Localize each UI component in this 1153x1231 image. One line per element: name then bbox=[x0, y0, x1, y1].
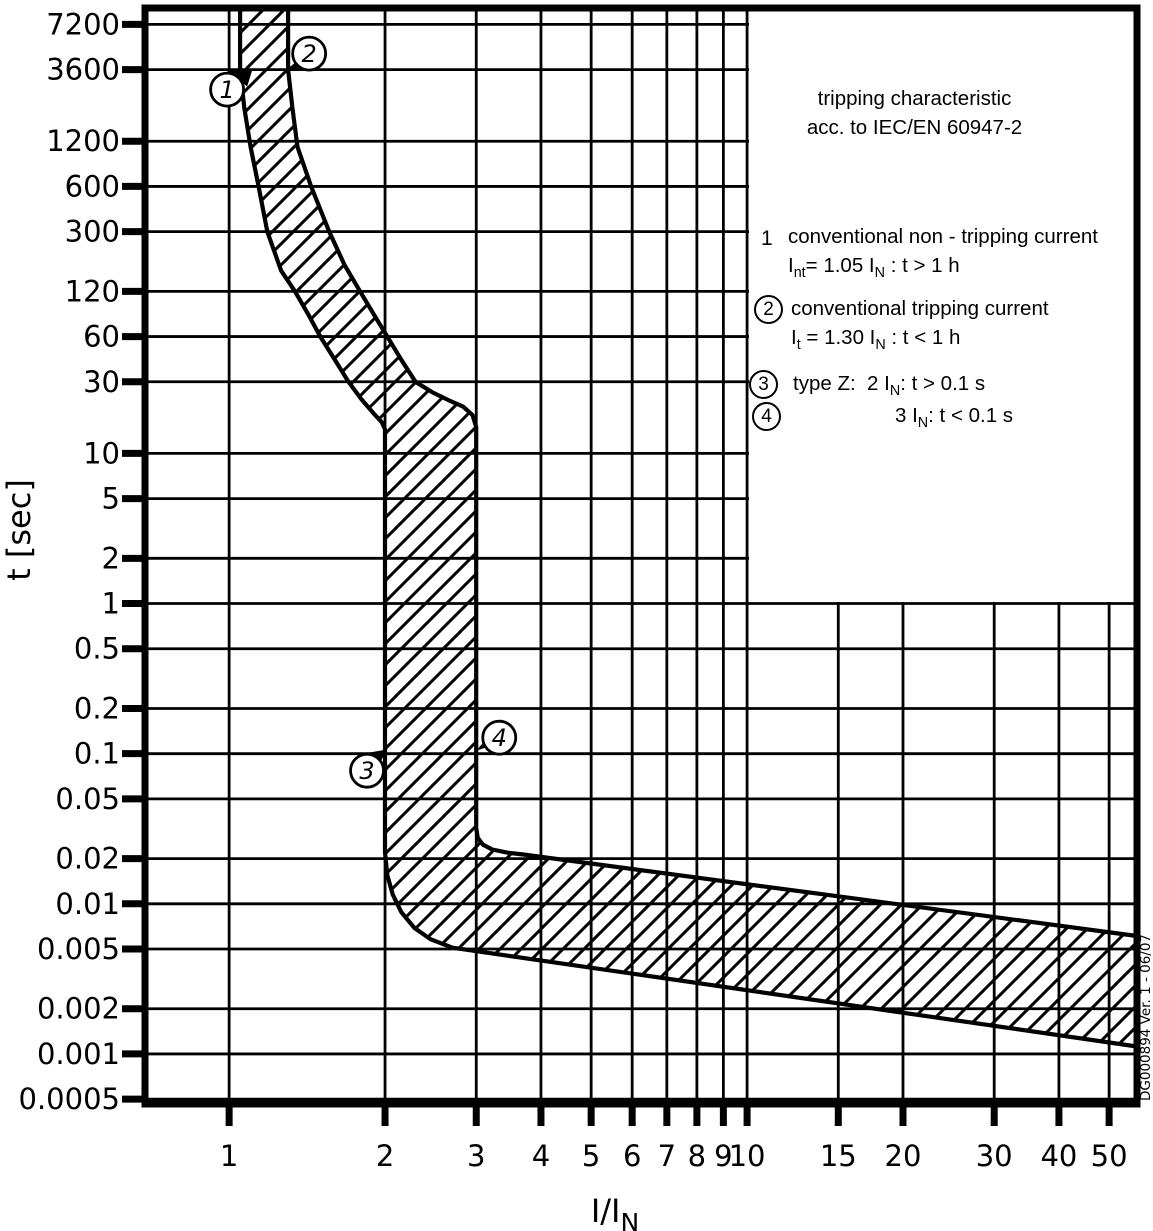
marker-circle bbox=[209, 71, 245, 108]
marker-number: 1 bbox=[219, 76, 234, 104]
legend-item-2: conventional tripping current It = 1.30 … bbox=[791, 294, 1049, 360]
y-tick-label: 0.02 bbox=[55, 842, 120, 876]
legend-item-1-line2: Int= 1.05 IN : t > 1 h bbox=[788, 254, 960, 282]
x-tick-label: 3 bbox=[467, 1139, 485, 1173]
y-tick-label: 1 bbox=[102, 587, 120, 621]
x-tick-label: 5 bbox=[582, 1139, 600, 1173]
y-tick-label: 600 bbox=[65, 169, 120, 203]
legend-item-3-number: 3 bbox=[749, 370, 778, 399]
x-tick-label: 9 bbox=[714, 1139, 732, 1173]
chart-title-line2: acc. to IEC/EN 60947-2 bbox=[806, 116, 1023, 139]
x-tick-label: 15 bbox=[820, 1139, 857, 1173]
y-tick-label: 0.005 bbox=[37, 932, 120, 966]
y-tick-label: 0.2 bbox=[74, 691, 120, 725]
marker-number: 4 bbox=[492, 724, 507, 752]
x-tick-label: 6 bbox=[623, 1139, 641, 1173]
y-tick-label: 30 bbox=[83, 365, 120, 399]
x-tick-label: 8 bbox=[688, 1139, 706, 1173]
axis-ticks bbox=[122, 20, 1113, 1126]
legend-item-4: 3 IN: t < 0.1 s bbox=[895, 404, 1014, 432]
y-tick-label: 5 bbox=[102, 482, 120, 516]
legend-item-2-line2: It = 1.30 IN : t < 1 h bbox=[791, 326, 961, 354]
legend-item-1-number: 1 bbox=[761, 227, 773, 250]
x-tick-labels: 1 2 3 4 5 6 7 8 910 15 20 30 40 50 bbox=[220, 1139, 1128, 1173]
y-tick-label: 60 bbox=[83, 320, 120, 354]
legend-item-3: type Z: 2 IN: t > 0.1 s bbox=[793, 372, 986, 400]
legend-panel: tripping characteristic acc. to IEC/EN 6… bbox=[749, 80, 1148, 460]
legend-item-2-number: 2 bbox=[754, 295, 783, 324]
y-tick-label: 0.1 bbox=[74, 737, 120, 771]
y-tick-label: 7200 bbox=[46, 7, 120, 41]
y-tick-label: 0.0005 bbox=[19, 1082, 120, 1116]
y-tick-label: 0.01 bbox=[55, 887, 120, 921]
x-tick-label: 40 bbox=[1040, 1139, 1077, 1173]
chart-title: tripping characteristic acc. to IEC/EN 6… bbox=[762, 84, 1067, 142]
marker-number: 3 bbox=[359, 757, 374, 785]
y-tick-label: 0.002 bbox=[37, 992, 120, 1026]
y-tick-label: 0.001 bbox=[37, 1037, 120, 1071]
x-tick-label: 2 bbox=[376, 1139, 394, 1173]
legend-item-2-line1: conventional tripping current bbox=[791, 297, 1049, 320]
marker-circle bbox=[481, 719, 518, 756]
chart-title-line1: tripping characteristic bbox=[817, 87, 1012, 110]
curve-markers: 1 2 3 4 bbox=[209, 35, 518, 789]
y-tick-label: 300 bbox=[65, 215, 120, 249]
x-tick-label: 30 bbox=[976, 1139, 1013, 1173]
y-axis-label: t [sec] bbox=[0, 479, 38, 581]
y-tick-label: 10 bbox=[83, 436, 120, 470]
plot-border bbox=[141, 4, 1141, 1108]
x-tick-label: 1 bbox=[220, 1139, 238, 1173]
legend-item-4-number: 4 bbox=[752, 402, 781, 431]
y-tick-label: 0.5 bbox=[74, 632, 120, 666]
marker-number: 2 bbox=[301, 40, 316, 68]
marker-circle bbox=[349, 752, 385, 789]
y-tick-label: 120 bbox=[65, 274, 120, 308]
x-tick-label: 50 bbox=[1091, 1139, 1128, 1173]
x-tick-label: 4 bbox=[532, 1139, 550, 1173]
legend-item-1: conventional non - tripping current Int=… bbox=[788, 222, 1098, 288]
y-tick-label: 1200 bbox=[46, 124, 120, 158]
x-tick-label: 10 bbox=[729, 1139, 766, 1173]
legend-item-1-line1: conventional non - tripping current bbox=[788, 225, 1098, 248]
x-tick-label: 20 bbox=[885, 1139, 922, 1173]
legend-box bbox=[749, 11, 1134, 602]
y-tick-label: 3600 bbox=[46, 53, 120, 87]
marker-circle bbox=[291, 35, 328, 72]
doc-reference: DG000894 Ver. 1 - 06/07 bbox=[1138, 934, 1153, 1101]
y-tick-label: 0.05 bbox=[55, 782, 120, 816]
y-tick-label: 2 bbox=[102, 541, 120, 575]
x-axis-label: I/IN bbox=[591, 1192, 639, 1231]
y-tick-labels: 7200 3600 1200 600 300 120 60 30 10 5 2 1 0.5 0.2 0.1 0… bbox=[19, 7, 120, 1116]
x-tick-label: 7 bbox=[658, 1139, 676, 1173]
